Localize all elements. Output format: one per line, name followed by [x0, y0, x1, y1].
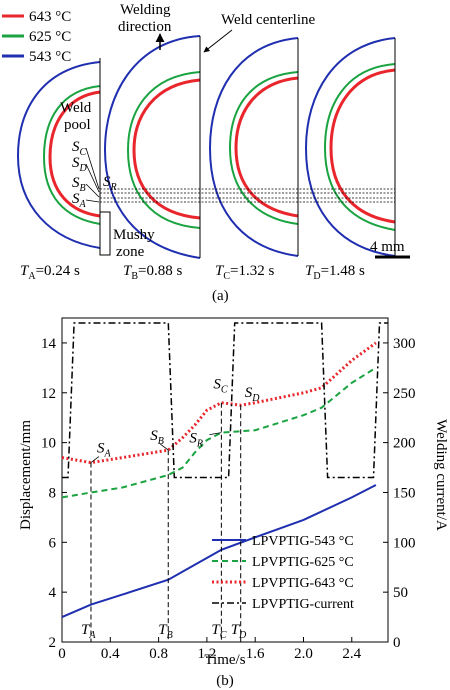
scale-bar-label: 4 mm [370, 239, 405, 255]
weld-pool-a [16, 58, 101, 255]
y2-tick-label-3: 150 [393, 485, 416, 501]
y2-tick-label-2: 100 [393, 535, 416, 551]
welding-direction: Welding direction [118, 2, 172, 50]
y-axis-label: Displacement/mm [18, 420, 34, 530]
mushy-zone-label-1: Mushy [113, 227, 155, 243]
x-tick-label-1: 0.4 [101, 646, 120, 662]
y-tick-label-6: 14 [41, 336, 57, 352]
legend-a: 643 °C 625 °C 543 °C [2, 9, 71, 65]
y2-tick-label-0: 0 [393, 635, 401, 651]
caption-a: (a) [212, 288, 229, 304]
point-label-sd: SD [245, 385, 261, 404]
weld-centerline-label: Weld centerline [221, 12, 316, 28]
time-label-a: TA=0.24 s [20, 263, 80, 282]
isotherm-625-d [323, 63, 396, 231]
marker-label-td: TD [231, 622, 247, 641]
isotherm-643-c [234, 76, 299, 218]
label-sr: SR [103, 174, 117, 193]
isotherm-543-a [16, 61, 101, 249]
leader-sa [85, 199, 100, 203]
mushy-zone-box [99, 211, 111, 256]
legend-543-label: 543 °C [29, 49, 71, 65]
x-tick-label-3: 1.2 [198, 646, 217, 662]
legend-b-label-3: LPVPTIG-current [252, 597, 354, 612]
y2-axis-label: Welding current/A [433, 419, 449, 531]
plot-frame [61, 317, 389, 643]
weld-centerline-annotation: Weld centerline [203, 12, 316, 53]
legend-b-label-2: LPVPTIG-643 °C [252, 576, 354, 591]
time-label-b: TB=0.88 s [123, 263, 182, 282]
point-label-sc: SC [213, 377, 228, 396]
leader-sb [85, 183, 100, 198]
x-axis-label: Time/s [204, 652, 245, 668]
weld-pool-c [208, 37, 299, 257]
leader-sb-b [160, 443, 169, 451]
weld-pool-b [103, 35, 201, 259]
marker-label-ta: TA [81, 622, 96, 641]
panel-a: 643 °C 625 °C 543 °C [2, 2, 410, 304]
isotherm-625-a [42, 85, 101, 225]
x-tick-label-4: 1.6 [246, 646, 265, 662]
y2-tick-label-4: 200 [393, 436, 416, 452]
mushy-zone: Mushy zone [99, 211, 155, 260]
isotherm-643-b [132, 78, 201, 220]
legend-b-label-0: LPVPTIG-543 °C [252, 534, 354, 549]
leader-sr-b [209, 432, 222, 436]
legend-625-label: 625 °C [29, 29, 71, 45]
y-tick-label-2: 6 [49, 535, 57, 551]
x-tick-label-6: 2.4 [342, 646, 361, 662]
isotherm-543-c [208, 37, 299, 257]
y-tick-label-1: 4 [49, 585, 57, 601]
weld-centerline-arrow [203, 29, 233, 53]
mushy-zone-label-2: zone [116, 244, 145, 260]
leader-sd [85, 163, 100, 193]
isotherm-543-d [304, 37, 396, 257]
marker-label-tb: TB [158, 622, 172, 641]
welding-direction-label-2: direction [118, 19, 172, 35]
leader-sa-b [90, 456, 100, 463]
series-643-line [61, 341, 377, 465]
time-label-c: TC=1.32 s [215, 263, 274, 282]
time-labels-a: TA=0.24 s TB=0.88 s TC=1.32 s TD=1.48 s [20, 263, 365, 282]
x-tick-label-5: 2.0 [294, 646, 313, 662]
point-label-sr: SR [189, 431, 203, 450]
s-point-labels: SC SD SB SA SR [72, 139, 117, 210]
isotherm-625-c [228, 71, 299, 225]
y-tick-label-5: 12 [41, 386, 56, 402]
plot-area: 0 0.4 0.8 1.2 1.6 2.0 2.4 2 4 6 8 10 12 14 0 50 100 150 20… [41, 317, 416, 662]
series-current-line [62, 322, 388, 479]
y-tick-label-4: 10 [41, 436, 56, 452]
caption-b: (b) [216, 673, 234, 689]
weld-pool-label-1: Weld [60, 100, 92, 116]
weld-pool-d [304, 37, 396, 257]
series-625-line [61, 366, 377, 499]
y2-tick-label-1: 50 [393, 585, 408, 601]
point-label-sb: SB [150, 428, 164, 447]
weld-pool-label-2: pool [64, 117, 91, 133]
isotherm-625-b [126, 71, 201, 229]
isotherm-643-a [48, 90, 101, 218]
isotherm-643-d [329, 68, 396, 224]
isotherm-543-b [103, 35, 201, 259]
x-tick-label-2: 0.8 [149, 646, 168, 662]
point-label-sa: SA [97, 441, 112, 460]
y2-tick-label-6: 300 [393, 336, 416, 352]
legend-643-label: 643 °C [29, 9, 71, 25]
leader-sc [85, 147, 100, 190]
time-label-d: TD=1.48 s [305, 263, 365, 282]
marker-label-tc: TC [211, 622, 226, 641]
series-543-line [61, 484, 377, 619]
legend-b-label-1: LPVPTIG-625 °C [252, 555, 354, 570]
x-tick-label-0: 0 [58, 646, 66, 662]
panel-b: 0 0.4 0.8 1.2 1.6 2.0 2.4 2 4 6 8 10 12 14 0 50 100 150 20… [18, 317, 449, 689]
y-tick-label-0: 2 [49, 635, 57, 651]
scale-bar: 4 mm [370, 239, 410, 259]
y-tick-label-3: 8 [49, 485, 57, 501]
welding-direction-label-1: Welding [120, 2, 171, 18]
y2-tick-label-5: 250 [393, 386, 416, 402]
reference-lines [100, 188, 395, 203]
